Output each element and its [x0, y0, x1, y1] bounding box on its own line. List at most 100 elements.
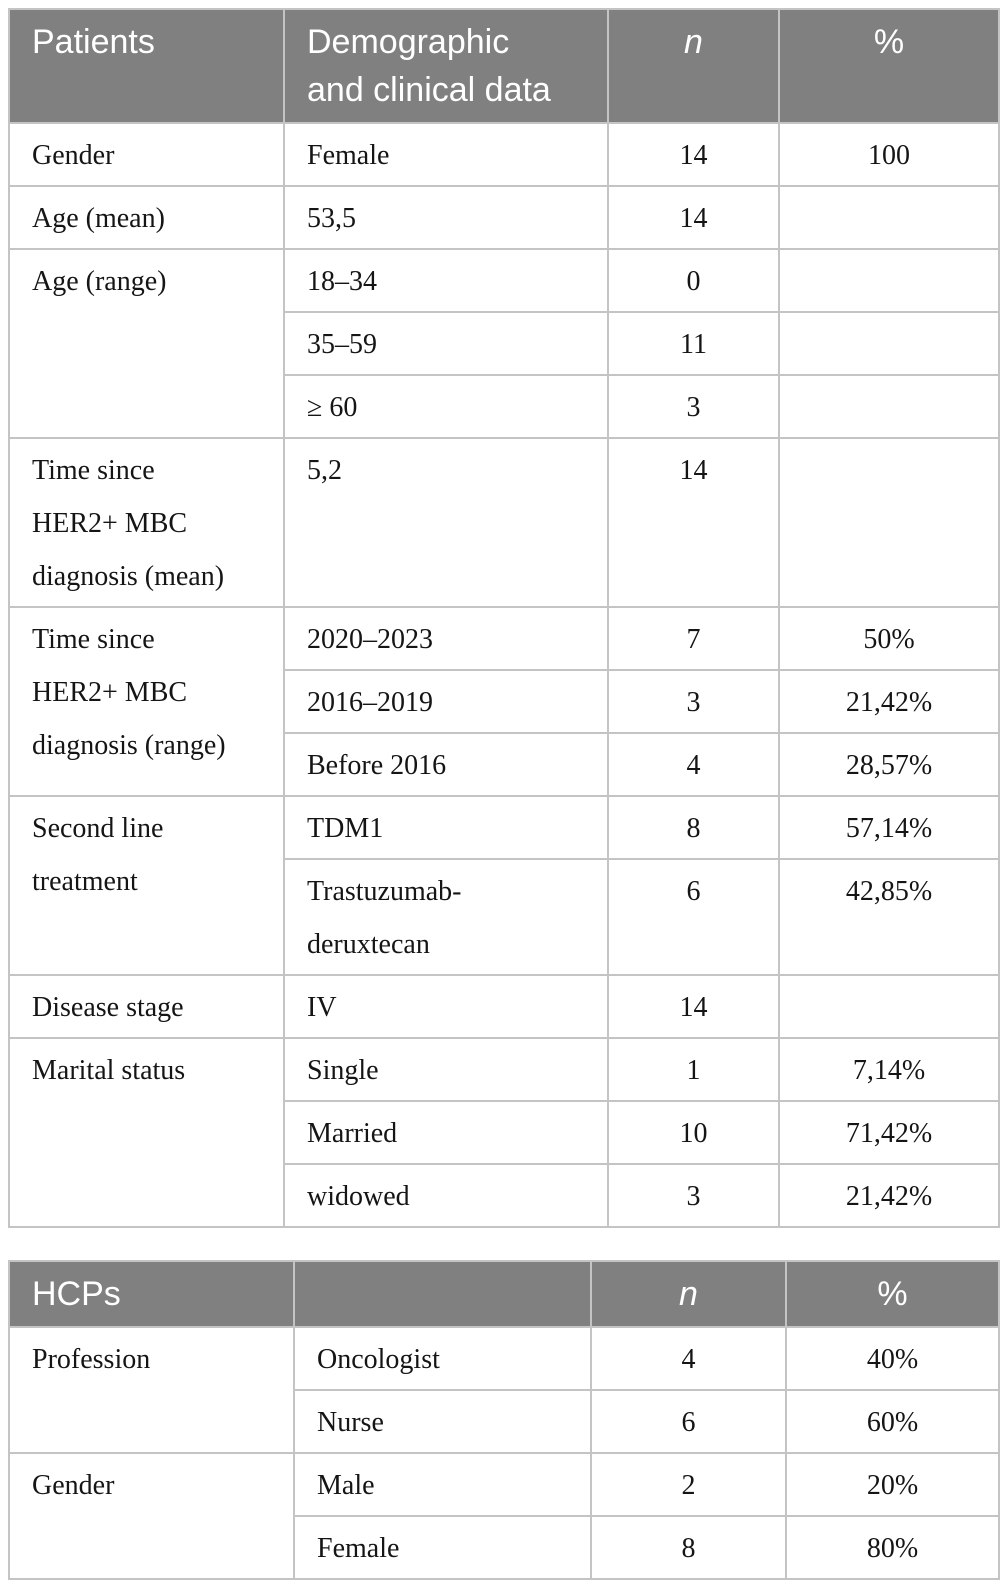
- table-row: Nurse 6 60%: [9, 1389, 1000, 1454]
- row-label: Gender: [8, 1452, 295, 1580]
- cell-n: 7: [607, 606, 780, 671]
- hcps-table-body: Profession Oncologist 4 40% Nurse 6 60% Gender M…: [8, 1326, 1000, 1580]
- row-label: Second line treatment: [8, 795, 285, 976]
- row-label: Profession: [8, 1326, 295, 1454]
- cell-percent: 71,42%: [778, 1100, 1000, 1165]
- cell-n: 1: [607, 1037, 780, 1102]
- table-row: 35–59 11: [9, 311, 1000, 376]
- patients-table-body: Gender Female 14 100 Age (mean) 53,5 14 Age (ra…: [8, 122, 1000, 1228]
- header-cell-n: n: [607, 8, 780, 124]
- cell-value: 53,5: [283, 185, 609, 250]
- cell-value: 2020–2023: [283, 606, 609, 671]
- table-row: Gender Female 14 100: [8, 122, 1000, 187]
- header-cell-demographic: Demographic and clinical data: [283, 8, 609, 124]
- cell-n: 3: [607, 374, 780, 439]
- table-row: Before 2016 4 28,57%: [9, 732, 1000, 797]
- cell-value: Nurse: [293, 1389, 592, 1454]
- cell-percent: 20%: [785, 1452, 1000, 1517]
- patients-table-header: Patients Demographic and clinical data n…: [8, 8, 1000, 124]
- header-cell-hcps: HCPs: [8, 1260, 295, 1328]
- cell-n: 6: [607, 858, 780, 976]
- cell-percent: [778, 437, 1000, 608]
- cell-percent: [778, 311, 1000, 376]
- cell-n: 11: [607, 311, 780, 376]
- table-row: widowed 3 21,42%: [9, 1163, 1000, 1228]
- row-label: Time since HER2+ MBC diagnosis (mean): [8, 437, 285, 608]
- table-row: Time since HER2+ MBC diagnosis (mean) 5,2…: [8, 437, 1000, 608]
- cell-percent: 40%: [785, 1326, 1000, 1391]
- header-cell-percent: %: [785, 1260, 1000, 1328]
- cell-value: 5,2: [283, 437, 609, 608]
- cell-percent: [778, 374, 1000, 439]
- cell-n: 3: [607, 1163, 780, 1228]
- hcps-table: HCPs n % Profession Oncologist 4 40% Nurse 6 6…: [8, 1260, 1000, 1580]
- header-cell-percent: %: [778, 8, 1000, 124]
- table-row: ≥ 60 3: [9, 374, 1000, 439]
- cell-value: Female: [283, 122, 609, 187]
- cell-value: Married: [283, 1100, 609, 1165]
- cell-n: 4: [607, 732, 780, 797]
- cell-value: 35–59: [283, 311, 609, 376]
- cell-n: 3: [607, 669, 780, 734]
- header-row: Patients Demographic and clinical data n…: [8, 8, 1000, 124]
- cell-value: Before 2016: [283, 732, 609, 797]
- cell-percent: 28,57%: [778, 732, 1000, 797]
- table-row: Marital status Single 1 7,14%: [8, 1037, 1000, 1228]
- cell-value: 18–34: [283, 248, 609, 313]
- cell-value: 2016–2019: [283, 669, 609, 734]
- cell-n: 2: [590, 1452, 787, 1517]
- cell-percent: 57,14%: [778, 795, 1000, 860]
- header-cell-blank: [293, 1260, 592, 1328]
- cell-value: Male: [293, 1452, 592, 1517]
- cell-value: Trastuzumab- deruxtecan: [283, 858, 609, 976]
- cell-percent: [778, 185, 1000, 250]
- header-cell-n: n: [590, 1260, 787, 1328]
- table-gap: [8, 1228, 998, 1260]
- table-row: 2016–2019 3 21,42%: [9, 669, 1000, 734]
- table-row: Age (mean) 53,5 14: [8, 185, 1000, 250]
- cell-percent: [778, 248, 1000, 313]
- cell-percent: 21,42%: [778, 1163, 1000, 1228]
- cell-percent: 100: [778, 122, 1000, 187]
- table-row: Gender Male 2 20%: [8, 1452, 1000, 1580]
- cell-percent: 60%: [785, 1389, 1000, 1454]
- cell-n: 14: [607, 974, 780, 1039]
- row-label: Marital status: [8, 1037, 285, 1228]
- cell-value: Oncologist: [293, 1326, 592, 1391]
- patients-table: Patients Demographic and clinical data n…: [8, 8, 1000, 1228]
- cell-n: 8: [607, 795, 780, 860]
- table-row: Married 10 71,42%: [9, 1100, 1000, 1165]
- cell-n: 14: [607, 185, 780, 250]
- cell-n: 14: [607, 122, 780, 187]
- cell-n: 6: [590, 1389, 787, 1454]
- row-label: Time since HER2+ MBC diagnosis (range): [8, 606, 285, 797]
- page: Patients Demographic and clinical data n…: [8, 8, 1000, 1580]
- cell-percent: 50%: [778, 606, 1000, 671]
- cell-n: 4: [590, 1326, 787, 1391]
- hcps-table-header: HCPs n %: [8, 1260, 1000, 1328]
- cell-n: 0: [607, 248, 780, 313]
- cell-n: 14: [607, 437, 780, 608]
- cell-percent: [778, 974, 1000, 1039]
- cell-percent: 42,85%: [778, 858, 1000, 976]
- header-cell-patients: Patients: [8, 8, 285, 124]
- cell-percent: 7,14%: [778, 1037, 1000, 1102]
- table-row: Second line treatment TDM1 8 57,14%: [8, 795, 1000, 976]
- table-row: Disease stage IV 14: [8, 974, 1000, 1039]
- row-label: Age (mean): [8, 185, 285, 250]
- row-label: Disease stage: [8, 974, 285, 1039]
- cell-value: ≥ 60: [283, 374, 609, 439]
- row-label: Age (range): [8, 248, 285, 439]
- header-row: HCPs n %: [8, 1260, 1000, 1328]
- cell-value: IV: [283, 974, 609, 1039]
- cell-value: TDM1: [283, 795, 609, 860]
- table-row: Profession Oncologist 4 40%: [8, 1326, 1000, 1454]
- row-label: Gender: [8, 122, 285, 187]
- table-row: Trastuzumab- deruxtecan 6 42,85%: [9, 858, 1000, 976]
- table-row: Age (range) 18–34 0: [8, 248, 1000, 439]
- cell-n: 10: [607, 1100, 780, 1165]
- cell-percent: 21,42%: [778, 669, 1000, 734]
- table-row: Time since HER2+ MBC diagnosis (range) 20…: [8, 606, 1000, 797]
- cell-value: widowed: [283, 1163, 609, 1228]
- cell-value: Single: [283, 1037, 609, 1102]
